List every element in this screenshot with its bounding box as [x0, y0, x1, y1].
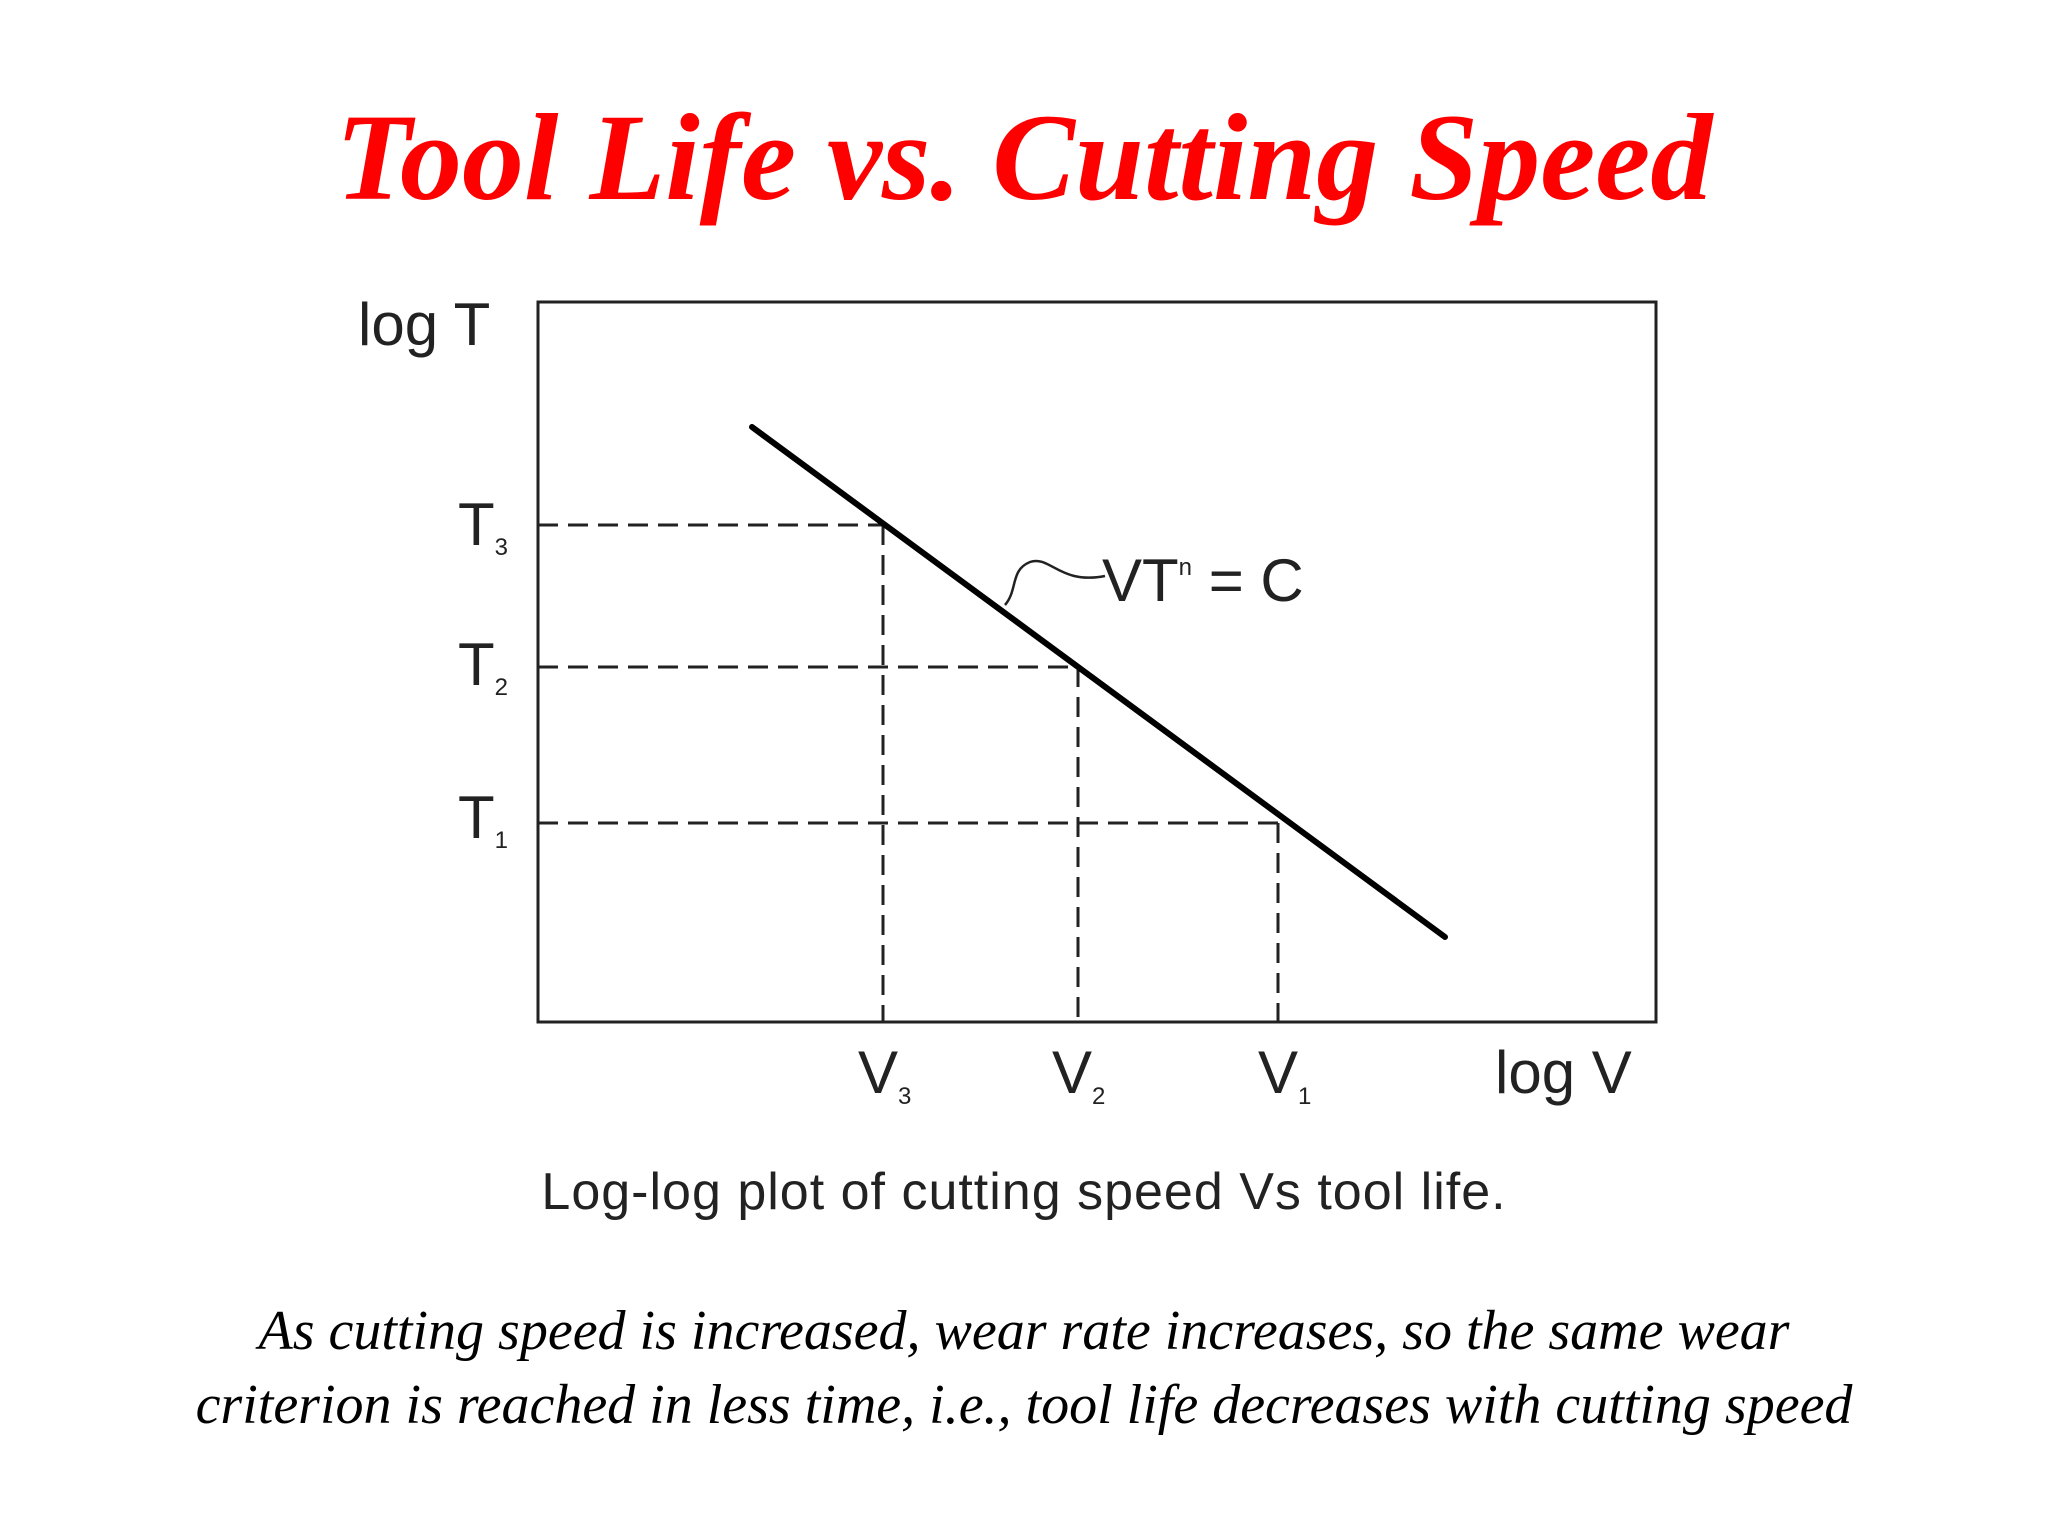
v1-label: V1 [1258, 1039, 1311, 1110]
equation-rhs: = C [1192, 547, 1304, 614]
t3-label: T3 [458, 491, 508, 561]
v3-label: V3 [858, 1039, 911, 1110]
equation-exponent: n [1179, 554, 1192, 581]
equation-base: VT [1102, 547, 1179, 614]
t2-label: T2 [458, 631, 508, 701]
explanation-line-1: As cutting speed is increased, wear rate… [258, 1300, 1790, 1362]
equation-label: VTn = C [1102, 547, 1304, 614]
t1-label: T1 [458, 784, 508, 854]
tool-life-line [749, 424, 1448, 940]
slide-title: Tool Life vs. Cutting Speed [335, 89, 1713, 226]
plot-frame [536, 300, 1658, 1024]
equation-leader [1004, 559, 1106, 606]
explanation-line-2: criterion is reached in less time, i.e.,… [195, 1374, 1853, 1436]
x-axis-label: log V [1495, 1039, 1632, 1106]
explanation-text: As cutting speed is increased, wear rate… [60, 1294, 1988, 1442]
figure-caption: Log-log plot of cutting speed Vs tool li… [541, 1163, 1507, 1221]
v2-label: V2 [1052, 1039, 1105, 1110]
y-axis-label: log T [358, 291, 490, 358]
